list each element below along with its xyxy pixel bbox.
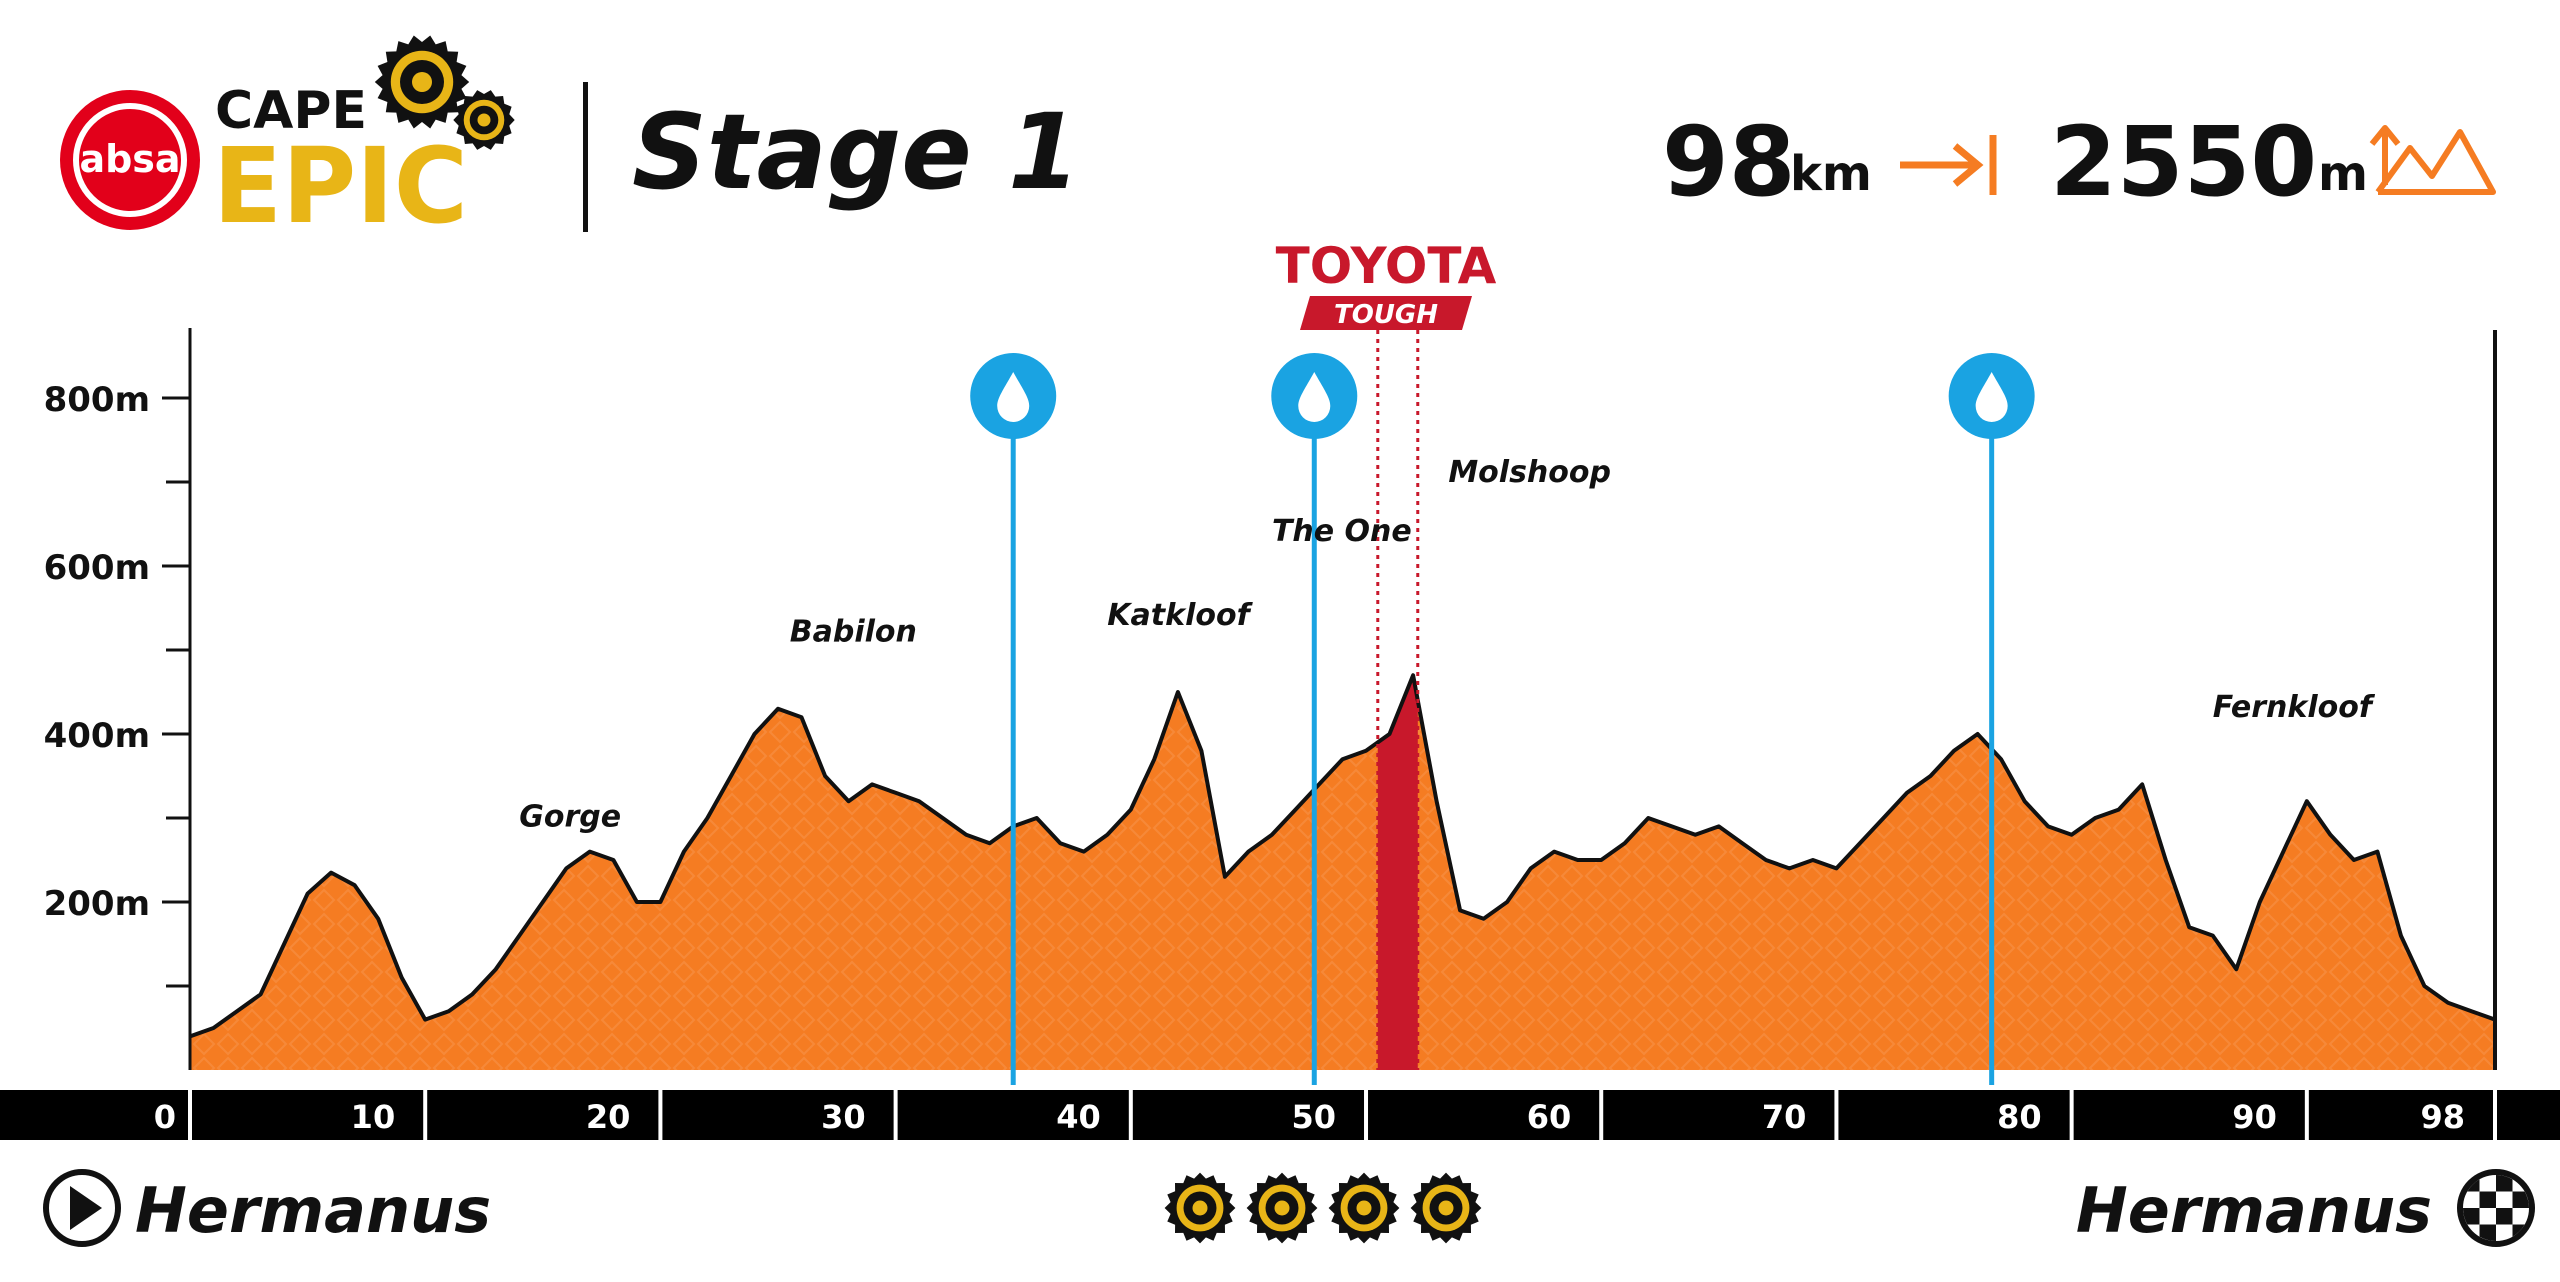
distance-unit: km (1790, 146, 1872, 202)
climb-label: Katkloof (1107, 598, 1253, 633)
x-tick-label: 0 (154, 1098, 176, 1136)
y-tick-label: 200m (44, 884, 150, 924)
elevation-unit: m (2318, 146, 2368, 202)
x-tick-label: 80 (1997, 1098, 2042, 1136)
gear-center (1192, 1200, 1208, 1216)
water-points (970, 353, 2035, 1085)
checkered-flag-icon (2457, 1169, 2535, 1247)
header-divider (583, 82, 588, 232)
distance-arrow-icon (1900, 135, 1997, 195)
checker-square (2479, 1224, 2496, 1241)
x-tick-label: 10 (351, 1098, 396, 1136)
y-tick-label: 600m (44, 548, 150, 588)
water-point (1271, 353, 1358, 1085)
y-axis: 200m 400m 600m 800m (44, 380, 190, 988)
profile-area-texture (190, 675, 2495, 1070)
gear-center (477, 113, 491, 127)
checker-square (2463, 1191, 2480, 1208)
climb-label: Molshoop (1448, 455, 1611, 490)
epic-logo-text: EPIC (213, 125, 468, 247)
climb-label: Gorge (519, 799, 621, 834)
y-tick-label: 800m (44, 380, 150, 420)
absa-logo-text: absa (79, 137, 180, 181)
cape-epic-logo: absa CAPE EPIC (60, 35, 515, 247)
x-tick-label: 70 (1762, 1098, 1807, 1136)
gear-center (1438, 1200, 1454, 1216)
x-tick-label: 60 (1527, 1098, 1572, 1136)
tough-tag-bg (1300, 296, 1472, 330)
distance-value: 98 (1662, 106, 1796, 218)
x-tick-label: 90 (2232, 1098, 2277, 1136)
water-point (1948, 353, 2035, 1085)
checker-square (2479, 1175, 2496, 1192)
finish-location: Hermanus (2076, 1169, 2535, 1247)
difficulty-rating (1164, 1172, 1482, 1244)
gear-center (1274, 1200, 1290, 1216)
climb-label: Fernkloof (2213, 690, 2376, 725)
absa-logo-badge (60, 90, 200, 230)
climb-label: Babilon (790, 615, 917, 650)
elevation-chart: 200m 400m 600m 800m Gorge Babilon Katkloof The… (44, 328, 2497, 1085)
water-drop-icon (1975, 372, 2008, 422)
mountain-climb-icon (2369, 125, 2496, 195)
gear-cog-icon (374, 35, 515, 150)
x-tick-label: 40 (1056, 1098, 1101, 1136)
elevation-value: 2550 (2050, 106, 2317, 218)
y-tick-label: 400m (44, 716, 150, 756)
climb-labels: Gorge Babilon Katkloof The One Molshoop Fernk… (519, 455, 2376, 834)
x-tick-label: 50 (1291, 1098, 1336, 1136)
cape-logo-text: CAPE (215, 81, 367, 141)
checker-square (2463, 1208, 2480, 1225)
finish-town: Hermanus (2076, 1174, 2432, 1247)
checker-square (2512, 1191, 2529, 1208)
checker-square (2479, 1208, 2496, 1225)
checker-square (2496, 1191, 2513, 1208)
checker-square (2496, 1224, 2513, 1241)
checker-square (2496, 1175, 2513, 1192)
x-axis: 0 10 20 30 40 50 60 70 80 90 98 (154, 1090, 2497, 1140)
stage-stats: 98 km 2550 m (1662, 106, 2496, 218)
toyota-tough-boundaries (1376, 330, 1420, 1070)
x-tick-label: 20 (586, 1098, 631, 1136)
water-point (970, 353, 1057, 1085)
play-start-icon (43, 1169, 121, 1247)
checker-square (2479, 1191, 2496, 1208)
toyota-tough-segment-fill (1377, 675, 1418, 1070)
toyota-logo-text: TOYOTA (1276, 237, 1497, 295)
tough-tag-text: TOUGH (1334, 300, 1438, 330)
gear-large-icon (374, 35, 470, 129)
difficulty-cog-icon (1164, 1172, 1236, 1244)
difficulty-cog-icon (1328, 1172, 1400, 1244)
water-drop-icon (997, 372, 1030, 422)
toyota-tough-badge: TOYOTA TOUGH (1276, 237, 1497, 330)
water-drop-icon (1298, 372, 1331, 422)
start-town: Hermanus (135, 1174, 491, 1247)
gear-center (412, 72, 432, 92)
gear-center (1356, 1200, 1372, 1216)
difficulty-cog-icon (1246, 1172, 1318, 1244)
difficulty-cog-icon (1410, 1172, 1482, 1244)
checker-square (2512, 1208, 2529, 1225)
stage-title: Stage 1 (632, 91, 1080, 213)
profile-line (189, 673, 2496, 1039)
x-tick-label: 98 (2420, 1098, 2465, 1136)
climb-label: The One (1272, 514, 1412, 549)
gear-small-icon (453, 90, 515, 150)
start-location: Hermanus (43, 1169, 491, 1247)
x-tick-label: 30 (821, 1098, 866, 1136)
checker-square (2496, 1208, 2513, 1225)
